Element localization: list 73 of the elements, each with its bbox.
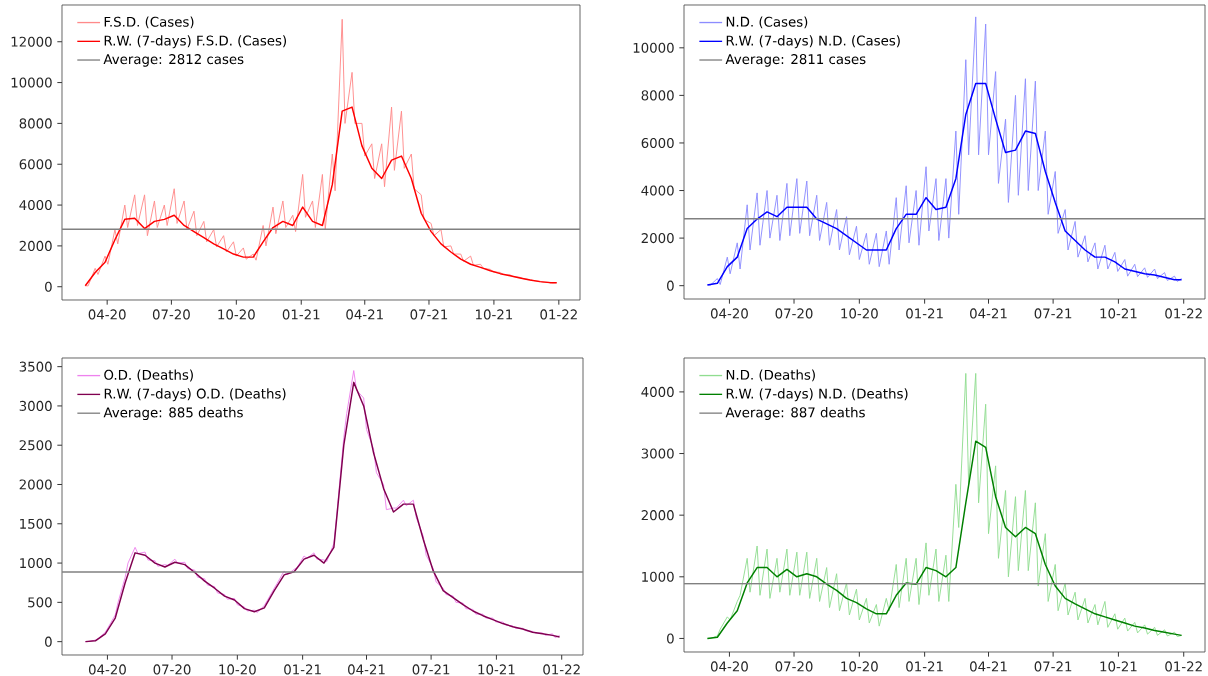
x-tick-label: 07-21 [1034, 661, 1072, 672]
x-tick-label: 04-21 [970, 661, 1007, 672]
y-tick-label: 12000 [11, 36, 52, 47]
y-tick-label: 3000 [641, 448, 674, 459]
y-tick-label: 8000 [641, 90, 674, 101]
y-tick-label: 2000 [641, 510, 674, 521]
y-tick-label: 0 [45, 281, 52, 292]
x-tick-label: 10-20 [841, 308, 878, 319]
y-tick-label: 1000 [642, 571, 674, 582]
line-series [706, 16, 1183, 286]
y-tick-label: 2000 [19, 479, 52, 490]
legend-label: Average: 2812 cases [103, 54, 244, 67]
x-tick-label: 07-20 [152, 309, 190, 320]
x-tick-label: 10-20 [218, 309, 255, 320]
legend-label: N.D. (Cases) [726, 16, 808, 29]
x-tick-label: 01-21 [282, 309, 320, 320]
x-tick-label: 07-21 [410, 309, 448, 320]
x-tick-label: 04-20 [710, 661, 748, 672]
y-tick-label: 3000 [19, 400, 52, 411]
x-tick-label: 07-20 [775, 661, 813, 672]
x-tick-label: 10-20 [841, 661, 878, 672]
line-series [706, 440, 1183, 640]
y-tick-label: 8000 [19, 118, 52, 129]
y-tick-label: 1000 [20, 558, 52, 569]
x-tick-label: 04-20 [88, 664, 126, 675]
line-series [84, 106, 558, 287]
x-tick-label: 07-20 [153, 664, 191, 675]
legend-label: Average: 885 deaths [103, 407, 243, 421]
legend-label: R.W. (7-days) F.S.D. (Cases) [104, 35, 287, 49]
y-tick-label: 500 [28, 597, 52, 608]
y-tick-label: 4000 [19, 200, 52, 211]
x-tick-label: 04-21 [346, 309, 383, 320]
y-tick-label: 2500 [19, 440, 52, 451]
x-tick-label: 10-21 [1100, 661, 1137, 672]
x-tick-label: 01-22 [1165, 308, 1202, 319]
x-tick-label: 10-21 [478, 664, 515, 675]
x-tick-label: 07-20 [775, 308, 813, 319]
x-tick-label: 01-21 [906, 661, 943, 672]
y-tick-label: 6000 [19, 159, 52, 170]
legend-label: O.D. (Deaths) [104, 369, 193, 382]
y-tick-label: 4000 [641, 386, 674, 397]
legend-label: F.S.D. (Cases) [104, 16, 194, 29]
y-tick-label: 1500 [20, 518, 52, 529]
x-tick-label: 04-21 [970, 308, 1007, 319]
y-tick-label: 0 [45, 636, 52, 647]
legend-label: R.W. (7-days) N.D. (Deaths) [726, 388, 908, 402]
y-tick-label: 2000 [641, 233, 674, 244]
x-tick-label: 10-21 [476, 309, 513, 320]
x-tick-label: 04-20 [88, 309, 126, 320]
x-tick-label: 01-22 [1165, 661, 1202, 672]
y-tick-label: 10000 [11, 77, 52, 88]
x-tick-label: 07-21 [412, 664, 450, 675]
y-tick-label: 3500 [19, 361, 52, 372]
legend-label: N.D. (Deaths) [726, 369, 815, 382]
y-tick-label: 0 [667, 280, 674, 291]
legend-label: R.W. (7-days) N.D. (Cases) [726, 35, 900, 49]
x-tick-label: 01-22 [543, 664, 580, 675]
y-tick-label: 10000 [633, 42, 674, 53]
y-tick-label: 0 [667, 633, 674, 644]
legend-label: Average: 2811 cases [725, 54, 866, 67]
y-tick-label: 4000 [641, 185, 674, 196]
x-tick-label: 04-21 [348, 664, 385, 675]
x-tick-label: 10-20 [219, 664, 256, 675]
y-tick-label: 2000 [19, 240, 52, 251]
y-tick-label: 6000 [641, 137, 674, 148]
legend-label: Average: 887 deaths [725, 407, 865, 420]
x-tick-label: 07-21 [1034, 308, 1072, 319]
x-tick-label: 01-22 [540, 309, 577, 320]
x-tick-label: 04-20 [710, 308, 748, 319]
legend-label: R.W. (7-days) O.D. (Deaths) [104, 388, 286, 402]
x-tick-label: 01-21 [906, 308, 943, 319]
x-tick-label: 01-21 [284, 664, 321, 675]
x-tick-label: 10-21 [1100, 308, 1137, 319]
